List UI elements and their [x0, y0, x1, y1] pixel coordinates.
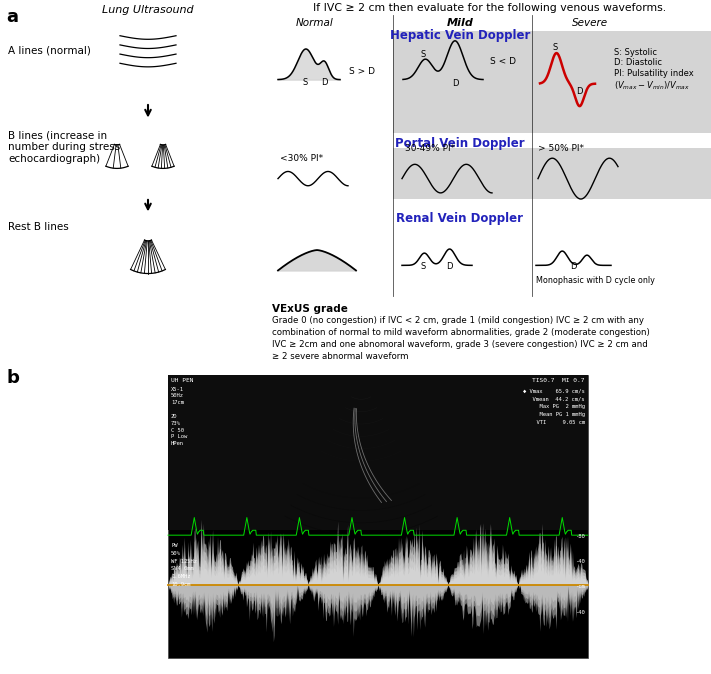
Text: 30-49% PI*: 30-49% PI* [405, 144, 455, 153]
Text: 10.9cm: 10.9cm [171, 582, 191, 587]
Text: Hepatic Vein Doppler: Hepatic Vein Doppler [390, 28, 530, 42]
Text: -40: -40 [575, 559, 585, 564]
Text: Mild: Mild [447, 18, 474, 28]
Text: P Low: P Low [171, 435, 187, 439]
Text: Normal: Normal [296, 18, 334, 28]
Bar [393, 30, 532, 133]
Text: S > D: S > D [349, 67, 375, 76]
Text: Rest B lines: Rest B lines [8, 222, 69, 233]
Text: > 50% PI*: > 50% PI* [538, 144, 584, 153]
Text: D: D [321, 78, 328, 87]
Text: If IVC ≥ 2 cm then evaluate for the following venous waveforms.: If IVC ≥ 2 cm then evaluate for the foll… [314, 3, 667, 13]
Text: 1.6MHz: 1.6MHz [171, 574, 191, 579]
Text: S: S [420, 262, 426, 272]
Text: -40: -40 [575, 610, 585, 615]
Text: Monophasic with D cycle only: Monophasic with D cycle only [536, 276, 655, 284]
Bar [532, 30, 711, 133]
Text: D: D [447, 262, 453, 272]
Text: A lines (normal): A lines (normal) [8, 46, 91, 56]
Text: Max PG  2 mmHg: Max PG 2 mmHg [533, 404, 585, 409]
Text: X5-1: X5-1 [171, 387, 184, 392]
Text: 17cm: 17cm [171, 400, 184, 405]
Text: WF 125Hz: WF 125Hz [171, 559, 197, 563]
Text: -cm: -cm [575, 584, 585, 588]
Text: D: D [451, 79, 459, 88]
Bar [168, 375, 588, 658]
Text: Renal Vein Doppler: Renal Vein Doppler [397, 212, 523, 225]
Text: 50%: 50% [171, 551, 181, 556]
Text: HPen: HPen [171, 441, 184, 446]
Text: Lung Ultrasound: Lung Ultrasound [102, 5, 194, 15]
Bar [168, 375, 588, 530]
Text: UH PEN: UH PEN [171, 377, 193, 383]
Text: PW: PW [171, 543, 178, 548]
Text: S: S [552, 43, 558, 52]
Text: S: S [420, 50, 426, 59]
Text: <30% PI*: <30% PI* [280, 154, 323, 163]
Text: Grade 0 (no congestion) if IVC < 2 cm, grade 1 (mild congestion) IVC ≥ 2 cm with: Grade 0 (no congestion) if IVC < 2 cm, g… [272, 316, 650, 361]
Text: 73%: 73% [171, 421, 181, 426]
Text: S: S [302, 78, 307, 87]
Text: VExUS grade: VExUS grade [272, 304, 348, 314]
Text: b: b [6, 369, 19, 387]
Text: S < D: S < D [490, 57, 516, 66]
Text: S: Systolic
D: Diastolic
PI: Pulsatility index
$(V_{max}-V_{min})/V_{max}$: S: Systolic D: Diastolic PI: Pulsatility… [614, 48, 694, 92]
Text: a: a [6, 8, 18, 26]
Text: Portal Vein Doppler: Portal Vein Doppler [395, 137, 525, 150]
Text: C 50: C 50 [171, 427, 184, 433]
Text: Mean PG 1 mmHg: Mean PG 1 mmHg [533, 412, 585, 417]
Text: VTI     9.05 cm: VTI 9.05 cm [530, 420, 585, 425]
Text: ◆ Vmax    65.9 cm/s: ◆ Vmax 65.9 cm/s [523, 388, 585, 394]
Text: -80: -80 [575, 534, 585, 539]
Text: D: D [570, 262, 577, 272]
Text: 2D: 2D [171, 414, 178, 419]
Text: Vmean  44.2 cm/s: Vmean 44.2 cm/s [527, 396, 585, 401]
Text: Severe: Severe [572, 18, 608, 28]
Bar [393, 148, 532, 199]
Bar [532, 148, 711, 199]
Text: D: D [577, 87, 583, 96]
Text: SV4 0mm: SV4 0mm [171, 566, 194, 572]
Text: 50Hz: 50Hz [171, 394, 184, 398]
Text: TIS0.7  MI 0.7: TIS0.7 MI 0.7 [533, 377, 585, 383]
Text: B lines (increase in
number during stress
echocardiograph): B lines (increase in number during stres… [8, 131, 120, 164]
